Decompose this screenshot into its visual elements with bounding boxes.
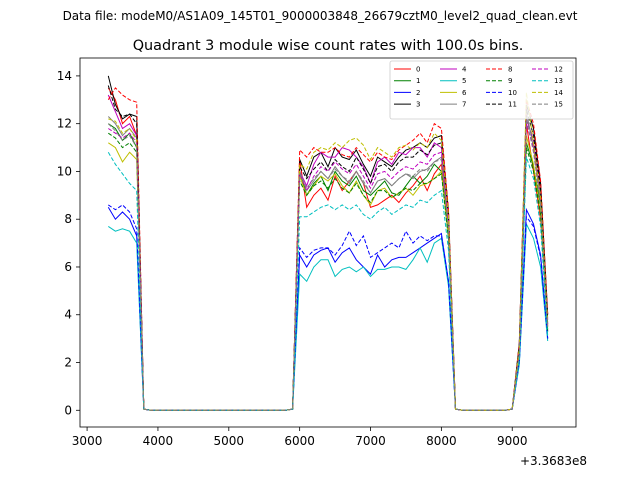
data-file-caption: Data file: modeM0/AS1A09_145T01_90000038…: [63, 9, 578, 23]
y-tick-label: 14: [57, 69, 72, 83]
legend-label-15: 15: [554, 101, 563, 109]
y-tick-label: 2: [64, 356, 72, 370]
x-tick-label: 3000: [72, 434, 103, 448]
y-tick-label: 0: [64, 403, 72, 417]
y-tick-label: 6: [64, 260, 72, 274]
series-line-9: [108, 132, 549, 411]
series-line-15: [107, 118, 549, 411]
y-tick-label: 8: [64, 212, 72, 226]
legend-box: [389, 60, 574, 120]
legend-label-11: 11: [508, 101, 517, 109]
legend-label-10: 10: [508, 89, 517, 97]
series-layer: [107, 75, 549, 411]
x-tick-label: 6000: [284, 434, 315, 448]
legend-label-9: 9: [508, 77, 512, 85]
x-axis-offset-label: +3.3683e8: [520, 454, 587, 468]
x-tick-label: 5000: [214, 434, 245, 448]
series-line-14: [108, 92, 549, 411]
series-line-0: [107, 87, 549, 411]
chart-title: Quadrant 3 module wise count rates with …: [133, 38, 524, 54]
legend-label-7: 7: [462, 101, 466, 109]
series-line-3: [107, 75, 549, 411]
legend-label-0: 0: [416, 66, 420, 74]
legend-label-2: 2: [416, 89, 420, 97]
series-line-10: [108, 204, 549, 411]
y-tick-label: 4: [64, 308, 72, 322]
x-tick-label: 4000: [143, 434, 174, 448]
y-axis: 0 2 4 6 8 10 12 14: [57, 69, 80, 417]
legend-label-14: 14: [554, 89, 563, 97]
series-line-8: [107, 87, 549, 411]
series-line-4: [107, 94, 549, 411]
x-tick-label: 8000: [426, 434, 457, 448]
legend-label-13: 13: [554, 77, 563, 85]
y-tick-label: 10: [57, 164, 72, 178]
x-axis: 3000 4000 5000 6000 7000 8000 9000: [72, 427, 528, 448]
legend-label-4: 4: [462, 66, 467, 74]
legend-label-8: 8: [508, 66, 512, 74]
legend-label-5: 5: [462, 77, 466, 85]
legend-label-1: 1: [416, 77, 420, 85]
series-line-5: [108, 222, 549, 411]
x-tick-label: 7000: [355, 434, 386, 448]
legend-label-3: 3: [416, 101, 420, 109]
x-tick-label: 9000: [497, 434, 528, 448]
series-line-2: [107, 207, 549, 411]
legend-label-6: 6: [462, 89, 467, 97]
legend-label-12: 12: [554, 66, 563, 74]
y-tick-label: 12: [57, 117, 72, 131]
series-line-6: [108, 135, 549, 411]
axes-frame: [79, 57, 577, 428]
